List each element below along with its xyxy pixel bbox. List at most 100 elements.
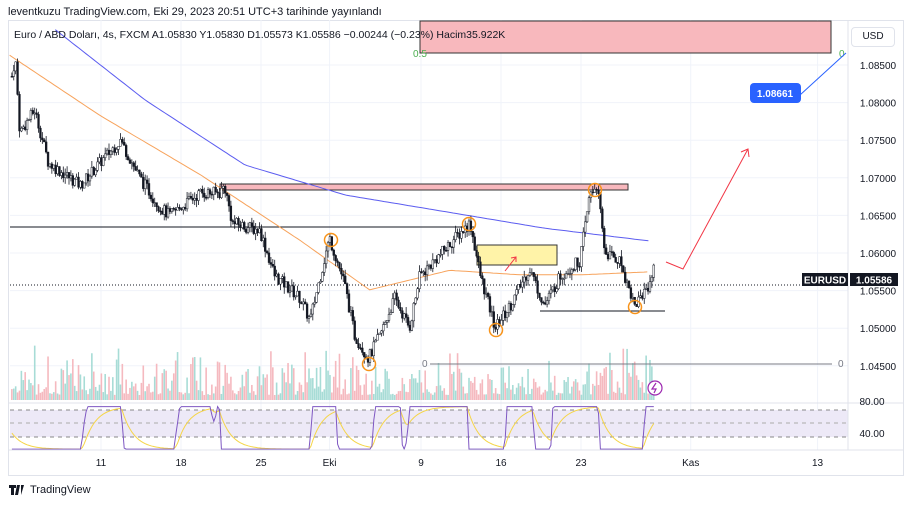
- candle: [601, 208, 604, 229]
- price-tick: 1.08500: [860, 61, 897, 72]
- volume-bar: [79, 374, 82, 400]
- candle: [24, 126, 27, 130]
- candle: [117, 146, 120, 150]
- volume-bar: [163, 369, 166, 400]
- candle: [204, 196, 208, 199]
- volume-bar: [239, 387, 242, 400]
- pivot-circle[interactable]: [323, 232, 339, 248]
- volume-bar: [374, 366, 377, 400]
- candle: [144, 179, 147, 189]
- volume-bar: [572, 381, 575, 400]
- volume-bar: [152, 391, 154, 400]
- candle: [530, 272, 534, 274]
- candle: [416, 288, 419, 299]
- volume-bar: [559, 393, 562, 400]
- volume-bar: [129, 387, 131, 400]
- volume-bar: [521, 376, 524, 400]
- candles: [10, 58, 655, 368]
- volume-bar: [192, 357, 194, 400]
- fib-top-label: 0.5: [413, 49, 427, 60]
- pivot-circle[interactable]: [488, 322, 504, 338]
- rsi-tick-80: 80.00: [859, 397, 884, 408]
- candle: [138, 169, 141, 175]
- volume-bar: [426, 389, 428, 400]
- candle: [237, 218, 240, 226]
- footer-brand: TradingView: [30, 484, 91, 496]
- volume-bar: [390, 394, 392, 400]
- volume-bar: [512, 384, 514, 400]
- price-tick: 1.05000: [860, 324, 897, 335]
- volume-bar: [472, 382, 474, 400]
- candle: [477, 255, 480, 263]
- candle: [528, 272, 532, 276]
- candle: [458, 232, 461, 239]
- candle: [460, 231, 463, 239]
- volume-bar: [73, 385, 76, 400]
- volume-bar: [403, 384, 406, 400]
- candle: [648, 281, 652, 292]
- volume-bar: [89, 388, 91, 400]
- volume-bar: [296, 391, 299, 400]
- candle: [172, 208, 175, 210]
- volume-bar: [58, 394, 61, 400]
- candle: [309, 313, 313, 317]
- volume-bars: [11, 345, 655, 400]
- candle: [126, 156, 130, 161]
- candle: [378, 332, 381, 335]
- candle: [189, 196, 193, 199]
- candle: [627, 280, 631, 288]
- candle: [469, 220, 473, 232]
- volume-bar: [123, 393, 126, 400]
- pivot-circle[interactable]: [461, 216, 477, 232]
- volume-bar: [56, 393, 59, 400]
- candle: [48, 163, 52, 167]
- target-line[interactable]: [799, 52, 847, 96]
- candle: [454, 232, 457, 240]
- candle: [54, 164, 57, 175]
- resistance-zone[interactable]: [219, 183, 629, 191]
- candle: [67, 172, 71, 179]
- volume-bar: [378, 383, 381, 400]
- volume-bar: [574, 379, 577, 400]
- candle: [387, 314, 391, 321]
- volume-bar: [603, 368, 606, 400]
- pivot-circle[interactable]: [627, 299, 643, 315]
- candle: [241, 222, 244, 228]
- pivot-circle[interactable]: [587, 182, 603, 198]
- volume-bar: [94, 386, 97, 400]
- volume-bar: [584, 384, 586, 400]
- pivot-circle[interactable]: [361, 356, 377, 372]
- volume-bar: [214, 386, 217, 400]
- candle: [547, 292, 551, 301]
- volume-bar: [283, 372, 286, 400]
- small-arrow[interactable]: [504, 256, 517, 272]
- rsi-tick-40: 40.00: [859, 429, 884, 440]
- candle: [384, 322, 387, 325]
- candle: [566, 273, 570, 275]
- volume-bar: [308, 368, 310, 400]
- projection-arrow[interactable]: [665, 148, 750, 270]
- candle: [355, 339, 358, 344]
- lightning-event-icon[interactable]: [647, 380, 663, 396]
- volume-bar: [209, 394, 211, 400]
- target-price-badge[interactable]: [750, 83, 801, 103]
- fib-zone-rect[interactable]: [419, 20, 832, 54]
- volume-bar: [382, 389, 385, 400]
- volume-bar: [115, 359, 118, 400]
- candle: [494, 327, 497, 330]
- volume-bar: [388, 378, 390, 400]
- candle: [441, 245, 444, 255]
- candle: [479, 261, 482, 277]
- candle: [504, 310, 507, 318]
- volume-bar: [26, 390, 28, 400]
- currency-button[interactable]: USD: [851, 27, 895, 47]
- candle: [239, 224, 242, 228]
- candle: [418, 271, 421, 289]
- supply-zone[interactable]: [476, 244, 558, 266]
- volume-bar: [498, 394, 501, 400]
- price-axis[interactable]: 1.08500 1.08000 1.07500 1.07000 1.06500 1.060…: [860, 61, 897, 373]
- volume-bar: [363, 384, 366, 400]
- time-axis[interactable]: 11 18 25 Eki 9 16 23 Kas 13: [96, 458, 824, 469]
- candle: [622, 265, 625, 273]
